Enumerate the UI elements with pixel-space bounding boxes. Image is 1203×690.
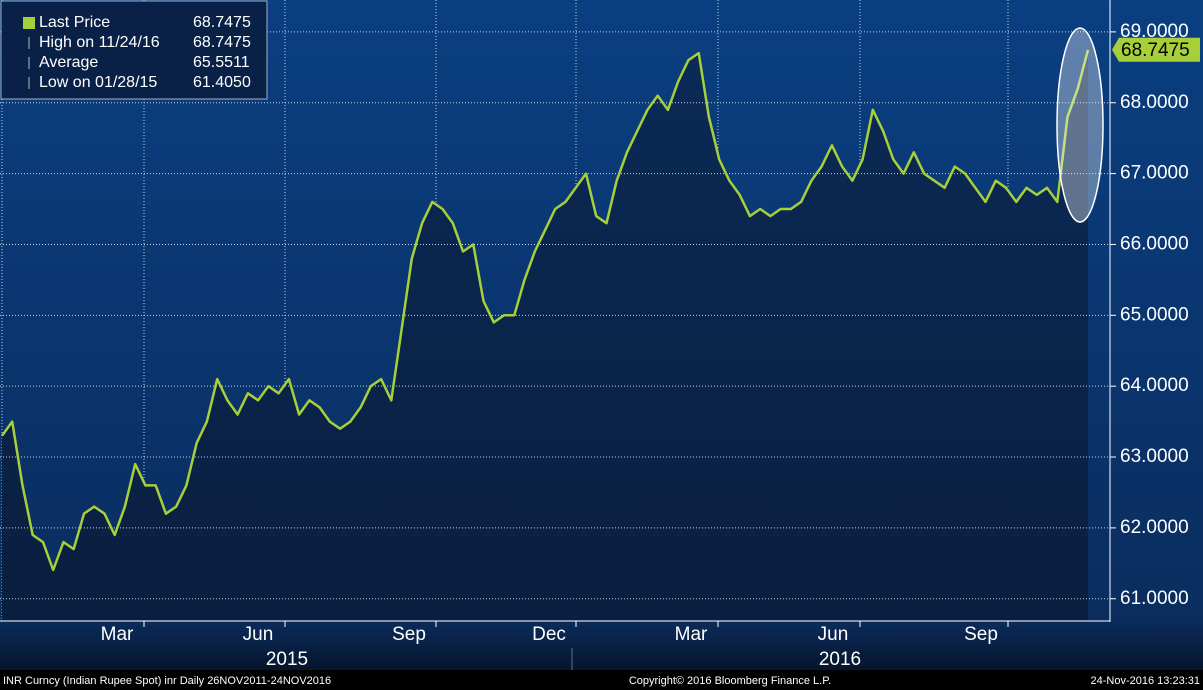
legend-swatch (23, 17, 35, 29)
x-tick-label: Mar (101, 624, 134, 645)
x-tick-label: Mar (675, 624, 708, 645)
price-area (2, 49, 1088, 621)
last-price-label: 68.7475 (1121, 40, 1190, 61)
y-tick-label: 64.0000 (1120, 375, 1189, 396)
legend-label: Average (39, 54, 98, 71)
x-tick-label: Sep (392, 624, 426, 645)
legend-label: Low on 01/28/15 (39, 74, 157, 91)
y-tick-label: 61.0000 (1120, 588, 1189, 609)
legend-label: High on 11/24/16 (39, 34, 160, 51)
legend-label: Last Price (39, 14, 110, 31)
y-tick-label: 69.0000 (1120, 21, 1189, 42)
y-tick-label: 65.0000 (1120, 304, 1189, 325)
x-tick-label: Sep (964, 624, 998, 645)
year-label: 2015 (266, 649, 308, 670)
footer-right: 24-Nov-2016 13:23:31 (1091, 675, 1200, 687)
price-line (0, 49, 1090, 572)
footer-center: Copyright© 2016 Bloomberg Finance L.P. (629, 675, 831, 687)
y-tick-label: 63.0000 (1120, 446, 1189, 467)
highlight-ellipse (1056, 27, 1104, 223)
y-tick-label: 62.0000 (1120, 517, 1189, 538)
x-tick-label: Jun (243, 624, 274, 645)
axis-background (0, 622, 1203, 670)
y-tick-label: 66.0000 (1120, 233, 1189, 254)
legend-value: 68.7475 (193, 14, 251, 31)
x-tick-label: Jun (818, 624, 849, 645)
y-tick-label: 68.0000 (1120, 92, 1189, 113)
legend-value: 61.4050 (193, 74, 251, 91)
footer-background (0, 670, 1203, 690)
legend-value: 68.7475 (193, 34, 251, 51)
last-price-tag (1112, 37, 1200, 62)
y-tick-label: 67.0000 (1120, 163, 1189, 184)
legend-box (0, 0, 268, 100)
year-label: 2016 (819, 649, 861, 670)
legend-value: 65.5511 (193, 54, 250, 71)
x-tick-label: Dec (532, 624, 566, 645)
footer-left: INR Curncy (Indian Rupee Spot) inr Daily… (3, 675, 331, 687)
